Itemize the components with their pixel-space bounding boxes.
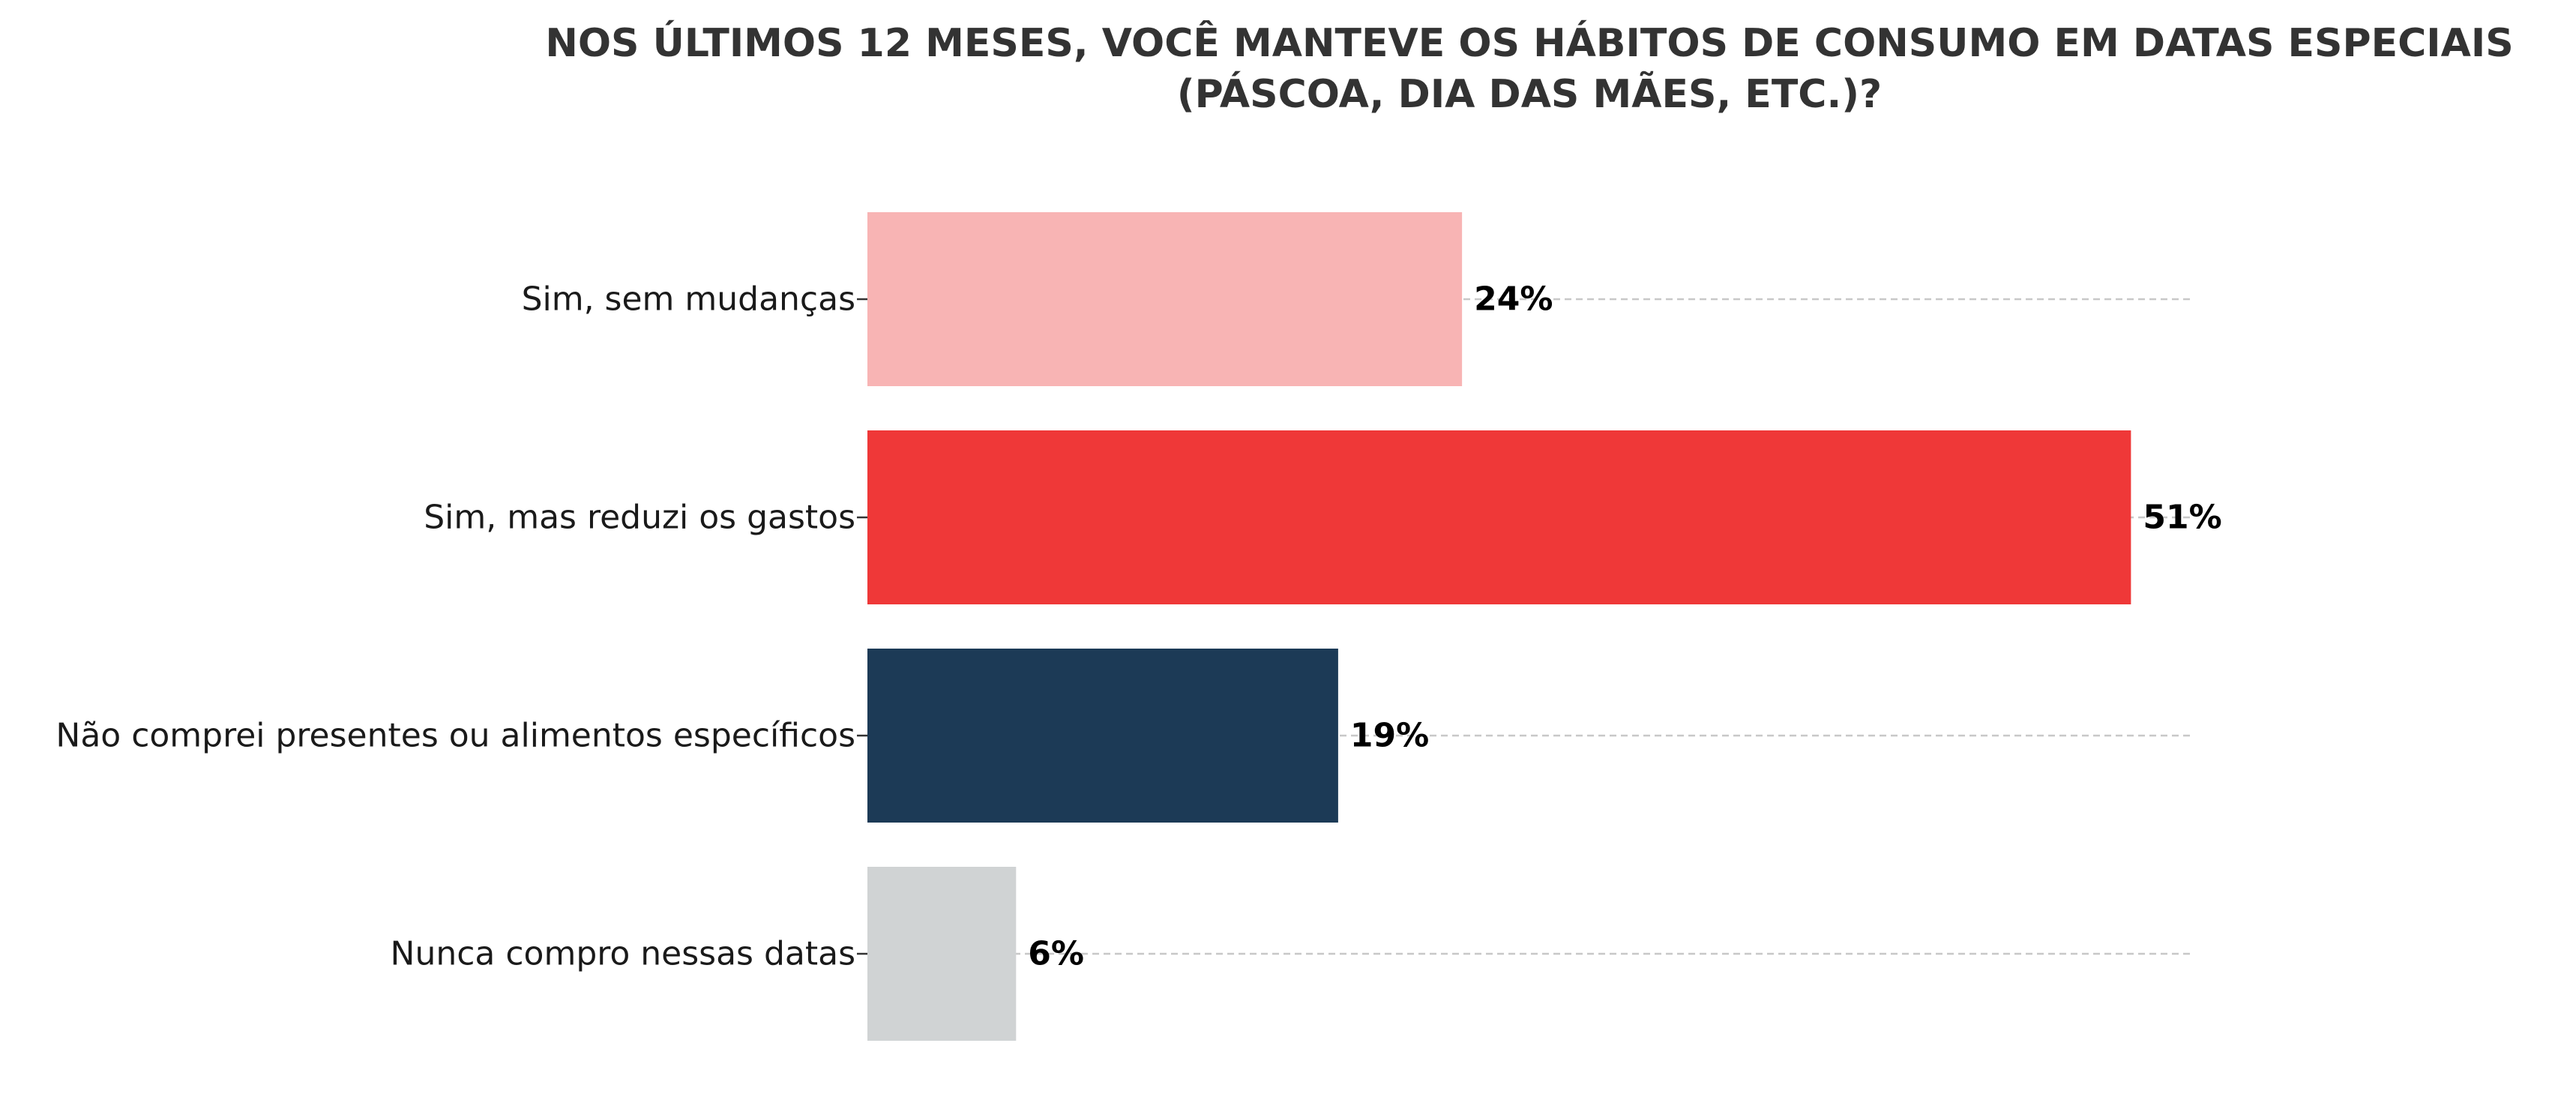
category-label: Nunca compro nessas datas <box>391 935 855 973</box>
y-axis-ticks <box>857 298 867 955</box>
chart-title-line-2: (PÁSCOA, DIA DAS MÃES, ETC.)? <box>1177 71 1882 117</box>
bar <box>867 212 1463 386</box>
category-label: Sim, mas reduzi os gastos <box>424 499 855 537</box>
category-label: Não comprei presentes ou alimentos espec… <box>55 717 855 755</box>
bar <box>867 649 1338 823</box>
bars <box>867 212 2131 1041</box>
chart-title-line-1: NOS ÚLTIMOS 12 MESES, VOCÊ MANTEVE OS HÁ… <box>545 19 2513 66</box>
value-label: 6% <box>1028 935 1084 973</box>
category-label: Sim, sem mudanças <box>522 280 855 319</box>
category-labels: Sim, sem mudanças Sim, mas reduzi os gast… <box>55 280 855 973</box>
grid-lines <box>867 298 2193 955</box>
value-label: 51% <box>2143 499 2221 537</box>
value-labels: 24% 51% 19% 6% <box>1028 280 2221 973</box>
bar <box>867 867 1017 1041</box>
value-label: 24% <box>1474 280 1553 319</box>
value-label: 19% <box>1350 717 1429 755</box>
bar <box>867 430 2131 604</box>
